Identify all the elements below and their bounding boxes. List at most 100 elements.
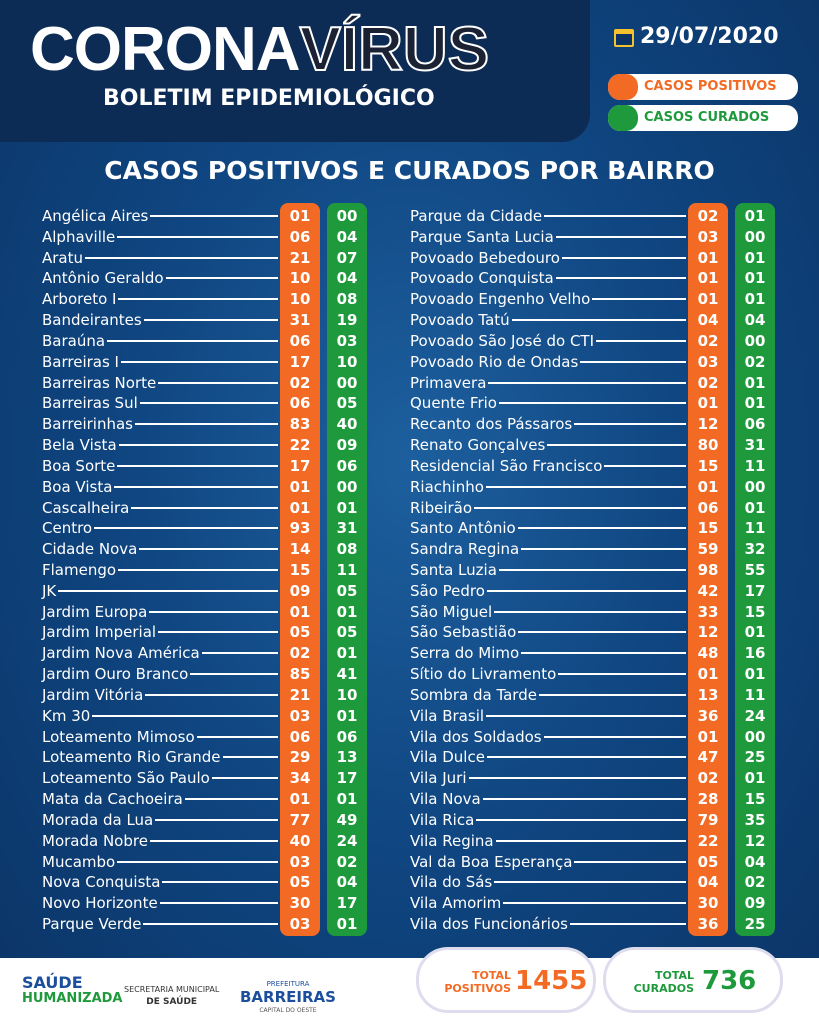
cured-count: 11: [744, 456, 766, 475]
row-name: Renato Gonçalves: [410, 435, 686, 455]
positive-count: 04: [697, 311, 719, 330]
neighborhood: Loteamento Rio Grande: [42, 748, 221, 767]
cured-count: 32: [744, 540, 766, 559]
legend-label: CASOS CURADOS: [644, 110, 770, 125]
neighborhood: Sombra da Tarde: [410, 685, 537, 704]
leader-line: [159, 902, 278, 905]
header-panel: [0, 0, 590, 142]
positive-count: 06: [697, 498, 719, 517]
row-name: Km 30: [42, 706, 278, 726]
cured-count: 15: [744, 602, 766, 621]
row-name: Povoado Conquista: [410, 268, 686, 288]
row-name: Val da Boa Esperança: [410, 852, 686, 872]
row-name: Serra do Mimo: [410, 643, 686, 663]
positive-count: 34: [289, 769, 311, 788]
cured-count: 07: [336, 248, 358, 267]
neighborhood: Angélica Aires: [42, 207, 149, 225]
positive-count: 03: [289, 852, 311, 871]
row-name: Vila Regina: [410, 831, 686, 851]
positive-count: 02: [289, 644, 311, 663]
leader-line: [58, 589, 278, 592]
neighborhood: Vila Rica: [410, 810, 475, 829]
cured-count: 17: [744, 581, 766, 600]
positive-count: 03: [697, 227, 719, 246]
cured-count: 01: [744, 290, 766, 309]
cured-count: 04: [336, 227, 358, 246]
neighborhood: São Sebastião: [410, 623, 517, 642]
cured-count: 12: [744, 831, 766, 850]
row-name: Mata da Cachoeira: [42, 789, 278, 809]
leader-line: [538, 693, 686, 696]
neighborhood: Bandeirantes: [42, 311, 142, 330]
leader-line: [143, 923, 278, 925]
subtitle: BOLETIM EPIDEMIOLÓGICO: [103, 86, 435, 111]
neighborhood: Riachinho: [410, 477, 484, 496]
neighborhood: JK: [42, 581, 57, 600]
neighborhood: Parque Verde: [42, 915, 142, 933]
neighborhood: Km 30: [42, 706, 91, 725]
calendar-icon: [614, 29, 634, 47]
leader-line: [114, 485, 278, 488]
neighborhood: Loteamento São Paulo: [42, 769, 210, 788]
cured-count: 05: [336, 581, 358, 600]
positive-column: [280, 203, 320, 936]
positive-count: 83: [289, 415, 311, 434]
legend-label: CASOS POSITIVOS: [644, 79, 777, 94]
cured-count: 19: [336, 311, 358, 330]
row-name: Vila Rica: [410, 810, 686, 830]
neighborhood: Cidade Nova: [42, 540, 138, 559]
row-name: Boa Sorte: [42, 456, 278, 476]
cured-count: 41: [336, 665, 358, 684]
row-name: Jardim Vitória: [42, 685, 278, 705]
positive-count: 77: [289, 810, 311, 829]
total-value: 736: [702, 966, 757, 996]
row-name: Barreiras I: [42, 352, 278, 372]
neighborhood: Barreirinhas: [42, 415, 133, 434]
neighborhood: Barreiras Sul: [42, 394, 138, 413]
positive-count: 17: [289, 456, 311, 475]
leader-line: [488, 381, 686, 384]
cured-count: 00: [744, 727, 766, 746]
positive-count: 01: [697, 394, 719, 413]
cured-count: 01: [744, 269, 766, 288]
leader-line: [503, 902, 686, 905]
neighborhood: Nova Conquista: [42, 873, 161, 892]
leader-line: [150, 215, 278, 217]
row-name: Parque Verde: [42, 914, 278, 934]
cured-count: 00: [336, 207, 358, 225]
cured-count: 08: [336, 540, 358, 559]
row-name: Barreirinhas: [42, 414, 278, 434]
positive-count: 03: [697, 352, 719, 371]
leader-line: [494, 610, 686, 613]
leader-line: [201, 652, 278, 655]
row-name: Vila Dulce: [410, 747, 686, 767]
positive-count: 03: [289, 706, 311, 725]
leader-line: [574, 423, 686, 426]
row-name: Bela Vista: [42, 435, 278, 455]
neighborhood: Recanto dos Pássaros: [410, 415, 573, 434]
cured-count: 00: [744, 331, 766, 350]
neighborhood: Boa Sorte: [42, 456, 116, 475]
neighborhood: Cascalheira: [42, 498, 130, 517]
leader-line: [149, 610, 278, 613]
cured-count: 15: [744, 790, 766, 809]
cured-count: 01: [744, 394, 766, 413]
leader-line: [521, 548, 686, 551]
leader-line: [555, 277, 686, 280]
neighborhood: Vila dos Funcionários: [410, 915, 568, 933]
legend-item: CASOS CURADOS: [608, 105, 798, 131]
logo-text: SAÚDE: [22, 973, 83, 992]
cured-count: 00: [744, 227, 766, 246]
neighborhood: Residencial São Francisco: [410, 456, 603, 475]
row-name: Morada da Lua: [42, 810, 278, 830]
leader-line: [117, 860, 278, 863]
cured-count: 01: [336, 644, 358, 663]
leader-line: [555, 235, 686, 238]
neighborhood: Jardim Imperial: [42, 623, 157, 642]
leader-line: [196, 735, 278, 738]
cured-count: 25: [744, 748, 766, 767]
neighborhood: Santo Antônio: [410, 519, 516, 538]
cured-count: 05: [336, 623, 358, 642]
leader-line: [498, 402, 686, 405]
positive-count: 06: [289, 394, 311, 413]
